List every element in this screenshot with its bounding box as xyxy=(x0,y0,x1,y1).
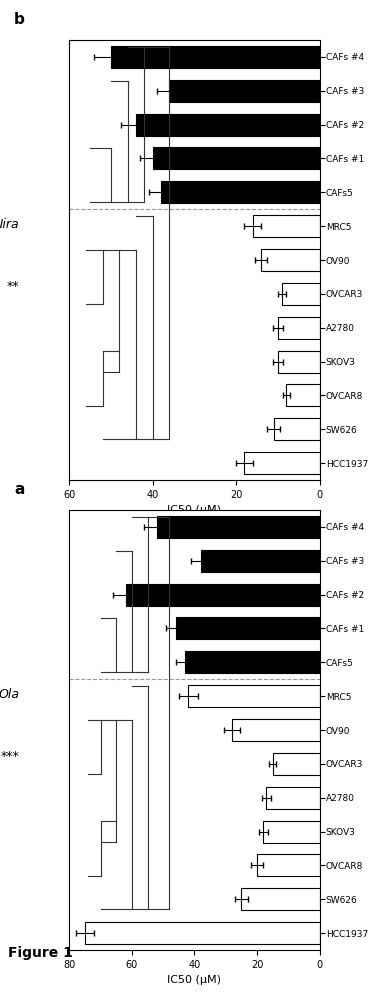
Text: b: b xyxy=(14,12,25,27)
Bar xyxy=(161,181,320,203)
Text: **: ** xyxy=(7,280,19,293)
Bar xyxy=(278,351,320,373)
Bar xyxy=(261,249,320,271)
Bar xyxy=(286,384,320,406)
X-axis label: IC50 (μM): IC50 (μM) xyxy=(167,975,221,985)
Text: Figure 1: Figure 1 xyxy=(8,946,73,960)
Bar xyxy=(244,452,320,474)
Bar xyxy=(274,418,320,440)
Bar xyxy=(157,516,320,538)
Bar xyxy=(185,651,320,673)
Bar xyxy=(188,685,320,707)
Bar xyxy=(232,719,320,741)
Bar xyxy=(111,46,320,68)
Bar xyxy=(176,617,320,639)
Bar xyxy=(266,787,320,809)
Bar xyxy=(136,114,320,136)
Bar xyxy=(273,753,320,775)
Bar xyxy=(241,888,320,910)
Bar xyxy=(169,80,320,102)
Bar xyxy=(201,550,320,572)
X-axis label: IC50 (μM): IC50 (μM) xyxy=(167,505,221,515)
Text: Nira: Nira xyxy=(0,218,19,231)
Bar xyxy=(263,821,320,843)
Bar xyxy=(85,922,320,944)
Bar xyxy=(153,147,320,169)
Text: Ola: Ola xyxy=(0,688,19,701)
Bar xyxy=(282,283,320,305)
Text: a: a xyxy=(14,482,25,497)
Bar xyxy=(253,215,320,237)
Text: ***: *** xyxy=(0,750,19,763)
Bar xyxy=(126,584,320,606)
Bar xyxy=(257,854,320,876)
Bar xyxy=(278,317,320,339)
